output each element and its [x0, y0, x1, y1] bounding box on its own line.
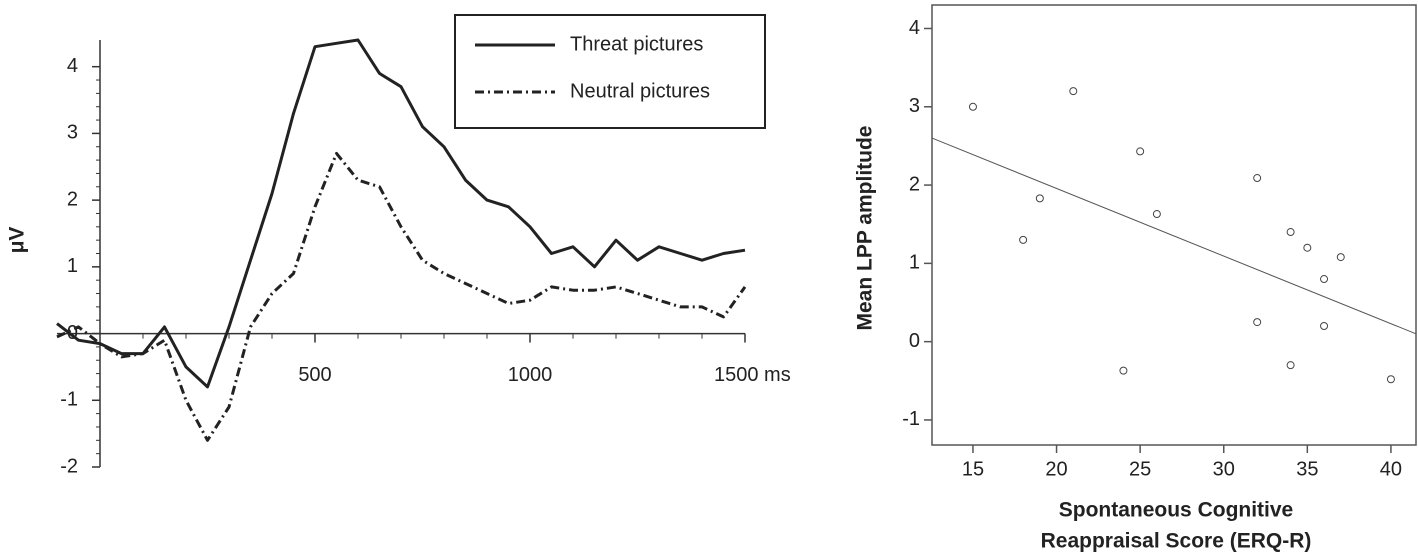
data-point: [1336, 253, 1345, 262]
x-tick-label: 1000: [508, 364, 553, 386]
trend-line: [931, 137, 1417, 335]
y-tick-label: 0: [909, 330, 920, 352]
plot-frame: [931, 4, 1417, 446]
data-point: [1119, 366, 1128, 375]
y-tick-label: 3: [67, 122, 78, 144]
y-tick-label: 4: [909, 17, 920, 39]
y-axis-label: Mean LPP amplitude: [854, 126, 877, 331]
x-tick-label: 20: [1045, 458, 1067, 480]
x-tick-label: 35: [1296, 458, 1318, 480]
series-line: [56, 151, 747, 442]
y-tick-label: -2: [60, 455, 78, 477]
series-line: [56, 38, 746, 389]
x-tick-label: 1500 ms: [714, 364, 791, 386]
y-tick-label: -1: [902, 408, 920, 430]
x-tick-label: 40: [1380, 458, 1402, 480]
data-point: [968, 102, 977, 111]
y-tick-label: 1: [909, 252, 920, 274]
data-point: [1253, 174, 1262, 183]
data-point: [1136, 147, 1145, 156]
data-point: [1069, 87, 1078, 96]
y-tick-label: 2: [909, 173, 920, 195]
data-point: [1019, 235, 1028, 244]
legend-box: [454, 14, 766, 129]
x-tick-label: 25: [1129, 458, 1151, 480]
y-tick-label: 1: [67, 255, 78, 277]
x-tick-label: 30: [1213, 458, 1235, 480]
data-point: [1320, 275, 1329, 284]
y-tick-label: 0: [67, 322, 78, 344]
data-point: [1386, 375, 1395, 384]
x-axis-label: Reappraisal Score (ERQ-R): [1041, 530, 1312, 553]
y-tick-label: -1: [60, 389, 78, 411]
y-axis-label: μV: [6, 227, 29, 254]
y-tick-label: 3: [909, 95, 920, 117]
data-point: [1152, 210, 1161, 219]
data-point: [1320, 321, 1329, 330]
x-tick-label: 500: [298, 364, 331, 386]
data-point: [1035, 194, 1044, 203]
data-point: [1253, 318, 1262, 327]
data-point: [1303, 243, 1312, 252]
y-tick-label: 2: [67, 188, 78, 210]
y-tick-label: 4: [67, 55, 78, 77]
x-axis-label: Spontaneous Cognitive: [1059, 499, 1294, 522]
data-point: [1286, 228, 1295, 237]
data-point: [1286, 361, 1295, 370]
legend-label: Threat pictures: [570, 33, 703, 55]
legend-label: Neutral pictures: [570, 80, 710, 102]
x-tick-label: 15: [962, 458, 984, 480]
